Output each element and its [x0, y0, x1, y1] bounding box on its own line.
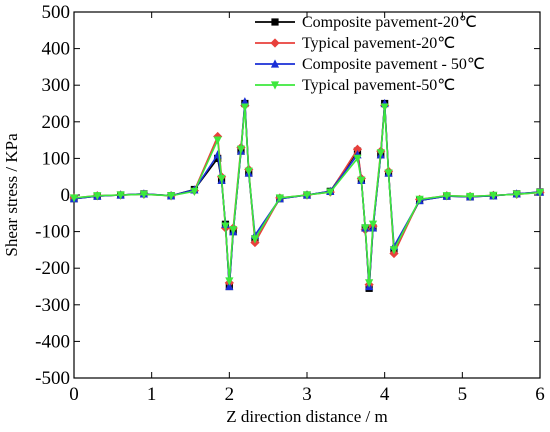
legend-swatch-marker — [270, 59, 280, 68]
data-point — [240, 103, 249, 112]
legend-swatch-marker — [271, 18, 279, 26]
data-point — [489, 191, 498, 200]
legend-label: Composite pavement - 50℃ — [302, 56, 485, 73]
data-point — [244, 167, 253, 176]
legend-item: Typical pavement-50℃ — [255, 77, 455, 94]
legend-swatch-marker — [270, 81, 280, 90]
series-layer — [69, 97, 545, 292]
x-tick-label: 0 — [69, 384, 79, 405]
data-point — [250, 235, 260, 244]
legend-label: Typical pavement-20℃ — [302, 35, 455, 52]
legend-swatch-marker — [270, 38, 280, 48]
y-tick-label: 100 — [42, 148, 71, 169]
data-point — [326, 188, 335, 197]
data-point — [365, 279, 374, 288]
y-tick-label: 300 — [42, 75, 71, 96]
x-tick-label: 6 — [535, 384, 545, 405]
y-tick-label: -100 — [35, 222, 70, 243]
data-point — [357, 176, 366, 185]
data-point — [139, 190, 148, 199]
data-point — [368, 220, 378, 229]
data-point — [190, 187, 199, 196]
x-tick-label: 5 — [458, 384, 468, 405]
data-point — [415, 195, 424, 204]
data-point — [302, 191, 312, 200]
data-point — [225, 281, 234, 291]
data-point — [93, 192, 102, 201]
data-point — [229, 226, 238, 235]
y-tick-label: -400 — [35, 331, 70, 352]
y-tick-label: 0 — [61, 185, 71, 206]
y-tick-label: -200 — [35, 258, 70, 279]
data-point — [166, 192, 176, 201]
y-tick-label: 400 — [42, 39, 71, 60]
y-tick-label: -500 — [35, 368, 70, 389]
data-point — [361, 224, 370, 233]
x-tick-label: 4 — [380, 384, 390, 405]
x-tick-label: 2 — [225, 384, 235, 405]
data-point — [389, 246, 399, 255]
x-tick-label: 1 — [147, 384, 157, 405]
x-axis-title: Z direction distance / m — [226, 407, 387, 426]
data-point — [275, 194, 284, 203]
axis-ticks: 0 1 2 3 4 5 6 -500 -400 -300 -200 -100 0 100 200 300 400… — [35, 2, 545, 405]
legend-label: Typical pavement-50℃ — [302, 77, 455, 94]
data-point — [69, 194, 79, 203]
data-point — [442, 192, 451, 201]
y-tick-label: 500 — [42, 2, 71, 23]
x-tick-label: 3 — [302, 384, 312, 405]
data-point — [380, 103, 389, 112]
data-point — [512, 190, 521, 199]
legend-item: Composite pavement - 50℃ — [255, 56, 485, 73]
data-point — [217, 174, 226, 184]
data-point — [225, 277, 234, 286]
data-point — [535, 188, 545, 198]
data-point — [213, 136, 222, 145]
data-point — [384, 169, 393, 178]
data-point — [221, 222, 230, 231]
legend-item: Typical pavement-20℃ — [255, 35, 455, 52]
data-point — [352, 144, 363, 154]
data-point — [376, 149, 385, 158]
y-tick-label: -300 — [35, 295, 70, 316]
y-axis-title: Shear stress / KPa — [2, 133, 21, 257]
data-point — [466, 192, 475, 202]
series-4 — [69, 103, 545, 288]
data-point — [240, 97, 249, 106]
legend-label: Composite pavement-20℃ — [302, 14, 477, 31]
legend-item: Composite pavement-20℃ — [255, 14, 477, 31]
data-point — [353, 154, 362, 163]
legend: Composite pavement-20℃ Typical pavement-2… — [255, 14, 485, 94]
data-point — [213, 150, 222, 159]
data-point — [236, 145, 246, 154]
data-point — [116, 191, 125, 200]
y-tick-label: 200 — [42, 112, 71, 133]
